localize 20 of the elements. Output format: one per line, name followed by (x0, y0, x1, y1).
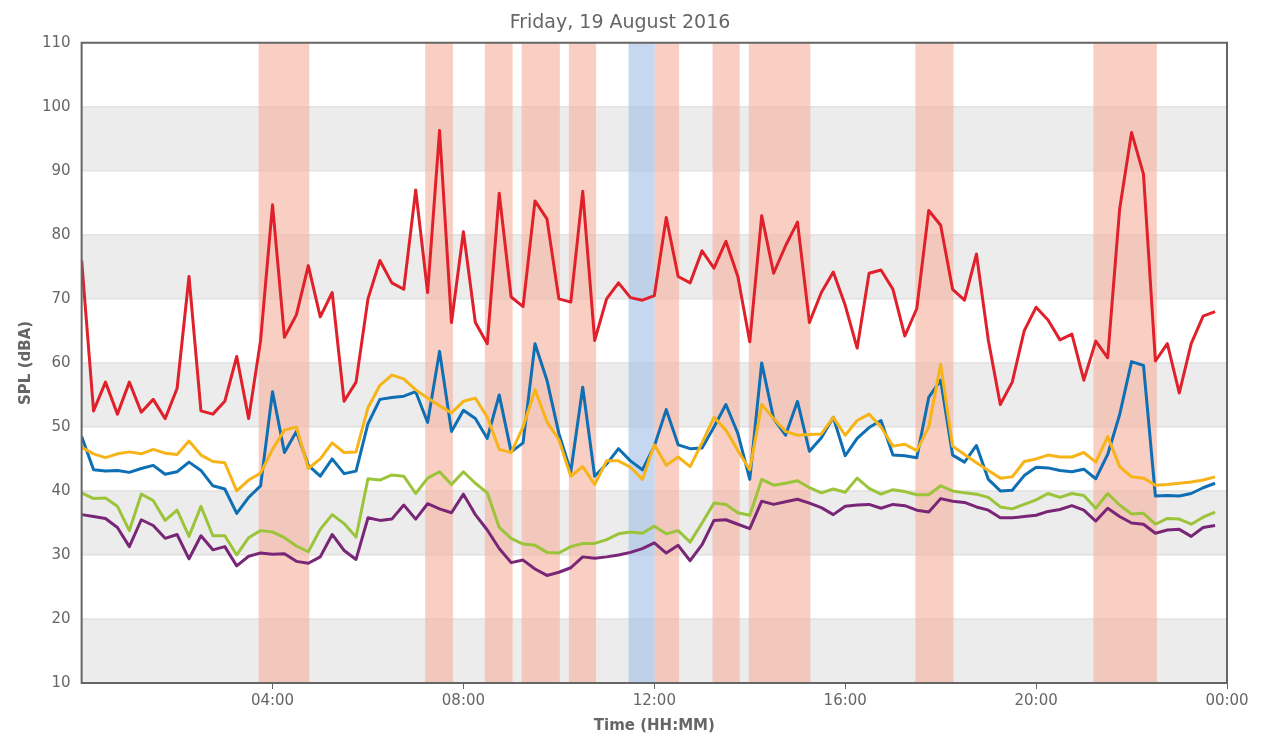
x-axis-title: Time (HH:MM) (593, 715, 715, 734)
y-tick-label: 70 (51, 288, 71, 307)
x-tick-label: 00:00 (1205, 690, 1249, 709)
y-tick-label: 50 (51, 416, 71, 435)
y-tick-label: 60 (51, 352, 71, 371)
y-axis-title: SPL (dBA) (15, 320, 34, 405)
chart-title: Friday, 19 August 2016 (509, 10, 731, 33)
x-tick-label: 04:00 (250, 690, 295, 709)
y-tick-label: 40 (51, 480, 71, 499)
y-tick-label: 80 (51, 224, 71, 243)
x-tick-label: 20:00 (1014, 690, 1058, 709)
x-tick-label: 12:00 (632, 690, 676, 709)
y-tick-label: 100 (41, 96, 71, 115)
x-tick-label: 16:00 (823, 690, 867, 709)
y-tick-label: 30 (51, 544, 71, 563)
y-tick-label: 20 (51, 608, 71, 627)
y-tick-label: 90 (51, 160, 71, 179)
x-tick-label: 08:00 (441, 690, 486, 709)
y-tick-label: 110 (41, 32, 71, 51)
y-tick-label: 10 (51, 672, 71, 691)
